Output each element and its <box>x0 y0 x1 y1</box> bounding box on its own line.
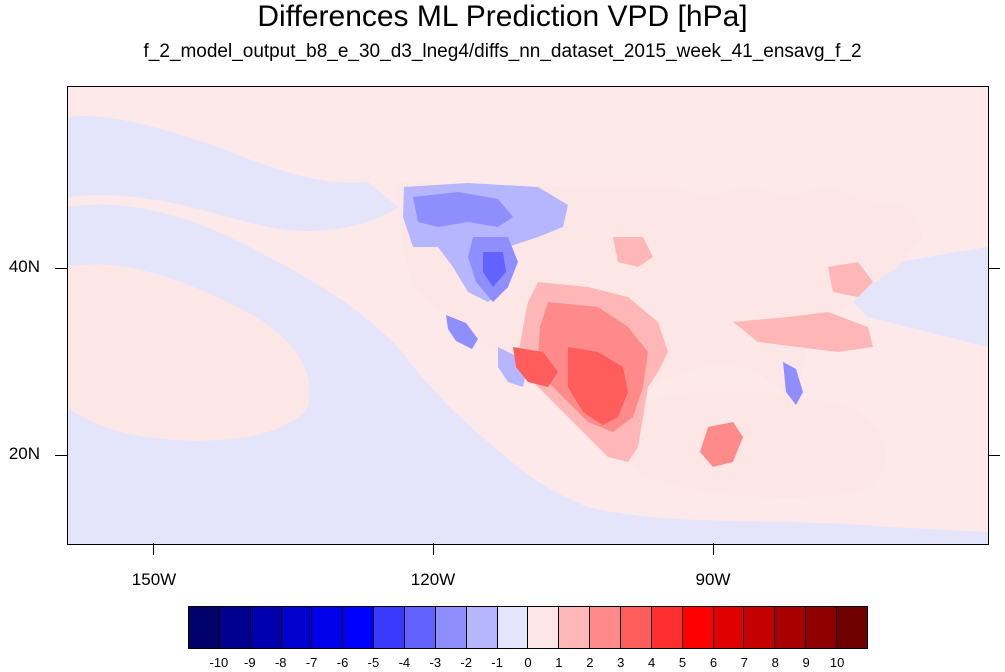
colorbar-label: 2 <box>586 655 594 670</box>
tick-120w <box>433 543 434 555</box>
colorbar-cell <box>806 607 838 648</box>
region-usa <box>396 182 923 427</box>
colorbar-label: 3 <box>617 655 625 670</box>
tick-20n-right <box>988 455 1000 456</box>
colorbar-cell <box>775 607 807 648</box>
colorbar-cell <box>435 607 467 648</box>
colorbar-cell <box>466 607 498 648</box>
colorbar-cell <box>744 607 776 648</box>
colorbar-cell <box>559 607 591 648</box>
colorbar <box>188 606 868 649</box>
colorbar-cell <box>343 607 375 648</box>
region-rockies-negative-2 <box>483 252 506 287</box>
lat-label-20n: 20N <box>8 444 40 463</box>
colorbar-label: -1 <box>491 655 503 670</box>
tick-20n <box>55 455 67 456</box>
region-california-negative <box>446 315 478 349</box>
colorbar-cell <box>713 607 745 648</box>
region-atlantic-positive <box>828 262 873 297</box>
colorbar-cell <box>497 607 529 648</box>
colorbar-labels: -10 -9 -8 -7 -6 -5 -4 -3 -2 -1 0 1 2 3 4 5 6 7 8 9 10 <box>188 656 868 672</box>
region-pacific-positive <box>68 264 310 441</box>
colorbar-cell <box>621 607 652 648</box>
colorbar-label: -7 <box>305 655 318 670</box>
region-gulf-red <box>700 422 743 467</box>
map-field <box>68 116 988 544</box>
colorbar-label: 5 <box>678 655 687 670</box>
region-central-positive <box>613 237 653 267</box>
colorbar-label: 9 <box>802 655 810 670</box>
region-pacific-negative <box>68 204 988 544</box>
colorbar-cell <box>189 607 220 648</box>
lon-label-150w: 150W <box>131 570 177 589</box>
region-gulf-positive <box>610 392 886 498</box>
colorbar-cell <box>250 607 282 648</box>
colorbar-label: -8 <box>274 655 287 670</box>
colorbar-label: -5 <box>367 655 380 670</box>
colorbar-label: -9 <box>244 655 256 670</box>
colorbar-label: 10 <box>829 655 845 670</box>
colorbar-label: -6 <box>336 655 349 670</box>
tick-150w <box>153 543 154 555</box>
lon-label-120w: 120W <box>410 570 456 589</box>
colorbar-label: -10 <box>209 655 229 670</box>
colorbar-cell <box>405 607 436 648</box>
colorbar-cell <box>219 607 251 648</box>
tick-40n-right <box>988 268 1000 269</box>
colorbar-label: 8 <box>771 655 779 670</box>
region-mexico-positive <box>568 347 628 425</box>
colorbar-cell <box>374 607 406 648</box>
colorbar-label: 6 <box>709 655 718 670</box>
colorbar-label: -4 <box>398 655 411 670</box>
colorbar-label: -3 <box>429 655 442 670</box>
region-mexico-positive-2 <box>513 347 558 387</box>
chart-title: Differences ML Prediction VPD [hPa] <box>257 0 748 33</box>
map-panel <box>67 86 989 545</box>
lon-label-90w: 90W <box>695 570 731 589</box>
colorbar-label: 0 <box>524 655 532 670</box>
region-northwest-negative-2 <box>413 192 513 227</box>
colorbar-cell <box>281 607 313 648</box>
region-southeast-positive <box>733 312 873 352</box>
lat-label-40n: 40N <box>8 257 40 276</box>
region-mexico-coast-negative <box>498 347 528 387</box>
colorbar-label: 7 <box>740 655 748 670</box>
colorbar-label: -2 <box>460 655 472 670</box>
colorbar-cell <box>651 607 683 648</box>
chart-subtitle: f_2_model_output_b8_e_30_d3_lneg4/diffs_… <box>143 41 862 62</box>
colorbar-cell <box>682 607 714 648</box>
colorbar-cell <box>528 607 560 648</box>
colorbar-label: 4 <box>648 655 656 670</box>
tick-40n <box>55 268 67 269</box>
colorbar-cell <box>590 607 622 648</box>
region-pacific-negative-2 <box>68 116 398 231</box>
colorbar-label: 1 <box>555 655 563 670</box>
colorbar-cell <box>312 607 344 648</box>
region-florida-negative <box>783 362 803 405</box>
colorbar-cell <box>837 607 867 648</box>
tick-90w <box>713 543 714 555</box>
